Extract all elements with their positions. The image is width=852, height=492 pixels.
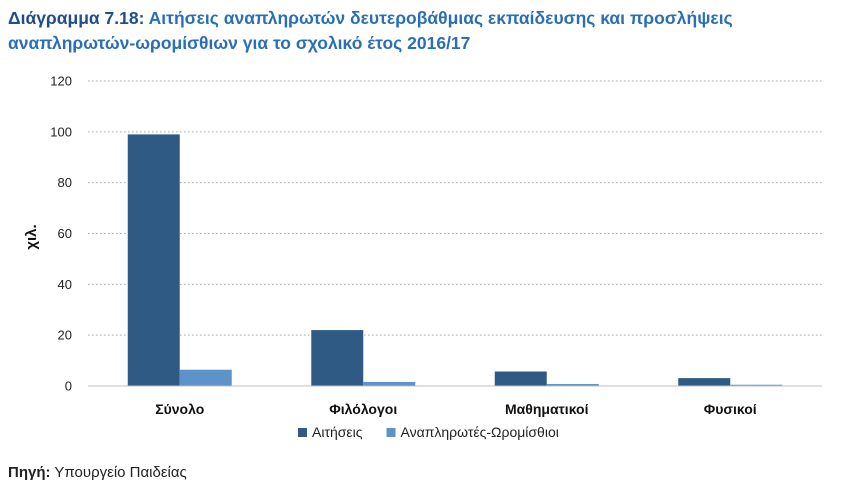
bar-aitiseis-3 (678, 378, 731, 386)
y-tick-label: 20 (58, 328, 72, 343)
y-tick-label: 120 (50, 74, 72, 89)
x-category-label: Φυσικοί (704, 401, 757, 417)
y-axis-label: χιλ. (23, 224, 40, 249)
bar-aitiseis-1 (311, 330, 364, 386)
bar-anaplirotes-0 (179, 369, 232, 386)
y-tick-label: 100 (50, 124, 72, 139)
source-label: Πηγή: (8, 464, 51, 481)
y-tick-label: 80 (58, 175, 72, 190)
y-tick-label: 60 (58, 226, 72, 241)
gridlines (88, 80, 822, 336)
y-tick-label: 40 (58, 277, 72, 292)
bar-anaplirotes-1 (363, 381, 416, 386)
bar-anaplirotes-3 (730, 384, 783, 386)
x-category-label: Φιλόλογοι (329, 401, 397, 417)
bar-aitiseis-2 (494, 371, 547, 386)
x-category-label: Μαθηματικοί (505, 401, 589, 417)
bar-aitiseis-0 (127, 134, 180, 386)
legend-swatch (386, 428, 396, 437)
y-axis-ticks: 0 20 40 60 80 100 120 (50, 74, 72, 394)
source-text: Υπουργείο Παιδείας (54, 464, 187, 481)
chart-title-label: Διάγραμμα 7.18: (8, 8, 145, 28)
y-tick-label: 0 (65, 379, 72, 394)
x-axis-categories: Σύνολο Φιλόλογοι Μαθηματικοί Φυσικοί (155, 401, 757, 417)
legend-label: Αναπληρωτές-Ωρομίσθιοι (401, 424, 559, 440)
legend: Αιτήσεις Αναπληρωτές-Ωρομίσθιοι (298, 424, 559, 440)
bar-anaplirotes-2 (546, 383, 599, 386)
legend-label: Αιτήσεις (312, 424, 363, 440)
chart-title-text: Αιτήσεις αναπληρωτών δευτεροβάθμιας εκπα… (8, 8, 733, 53)
legend-swatch (298, 428, 307, 437)
chart-title: Διάγραμμα 7.18: Αιτήσεις αναπληρωτών δευ… (8, 6, 844, 56)
source-note: Πηγή: Υπουργείο Παιδείας (8, 464, 187, 481)
bars (127, 134, 783, 386)
x-category-label: Σύνολο (155, 401, 204, 417)
